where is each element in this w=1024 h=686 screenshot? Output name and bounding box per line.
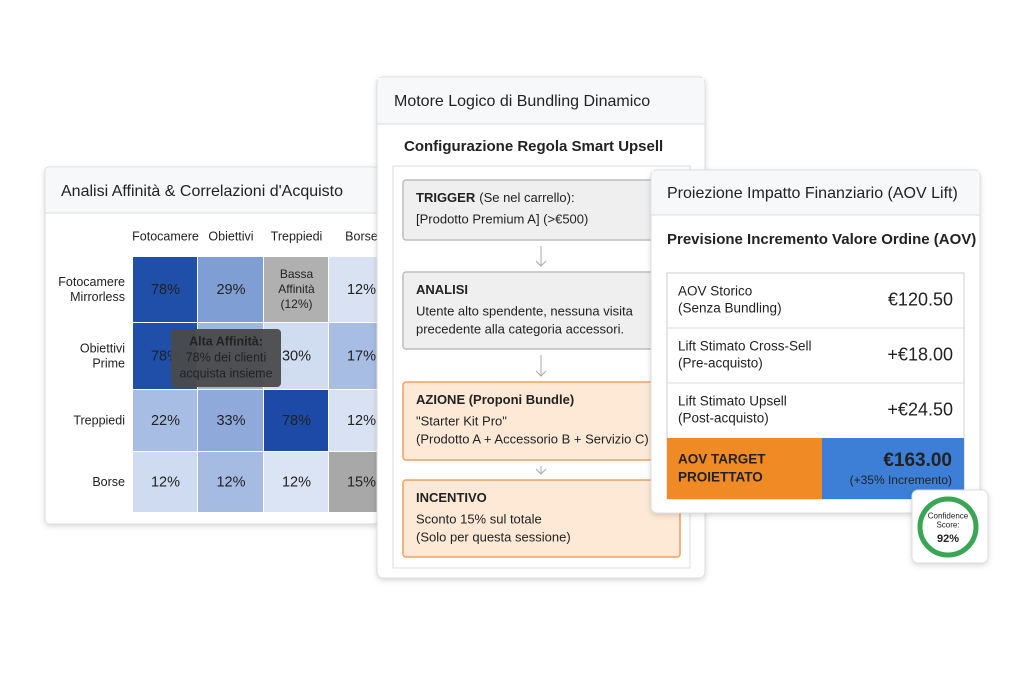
- impact-card: Proiezione Impatto Finanziario (AOV Lift…: [650, 169, 981, 514]
- step-note: (Se nel carrello):: [479, 190, 574, 205]
- step-title: AZIONE (Proponi Bundle): [416, 392, 574, 407]
- tooltip-text: acquista insieme: [179, 366, 272, 380]
- confidence-label: Score:: [936, 521, 959, 530]
- target-label-bg: [667, 438, 822, 499]
- step-line: [Prodotto Premium A] (>€500): [416, 211, 588, 226]
- tooltip-text: Alta Affinità:: [189, 334, 263, 348]
- tooltip: [171, 329, 281, 387]
- cell-value: 12%: [347, 413, 376, 429]
- card-header: [652, 171, 979, 215]
- column-label: Obiettivi: [208, 229, 253, 243]
- step-line: Sconto 15% sul totale: [416, 511, 542, 526]
- step-title: ANALISI: [416, 282, 468, 297]
- cell-value: 17%: [347, 348, 376, 364]
- row-label: Fotocamere: [58, 275, 125, 289]
- heat-cell: [264, 257, 328, 322]
- target-note: (+35% Incremento): [850, 473, 952, 487]
- heat-cell: [198, 452, 263, 512]
- step-title: TRIGGER: [416, 190, 476, 205]
- step-line: "Starter Kit Pro": [416, 413, 507, 428]
- row-label: AOV Storico: [678, 284, 752, 299]
- heat-cell: [264, 390, 328, 451]
- heat-cell: [198, 390, 263, 451]
- heat-cell: [133, 390, 197, 451]
- card-subtitle: Previsione Incremento Valore Ordine (AOV…: [667, 231, 976, 248]
- step-line: precedente alla categoria accessori.: [416, 321, 624, 336]
- cell-value: 78%: [151, 282, 180, 298]
- heat-cell: [264, 452, 328, 512]
- row-label: Prime: [92, 356, 125, 370]
- affinity-card: Analisi Affinità & Correlazioni d'Acquis…: [44, 166, 393, 525]
- row-value: +€24.50: [887, 399, 953, 419]
- row-label: (Post-acquisto): [678, 411, 769, 426]
- row-label: Borse: [92, 475, 125, 489]
- cell-value: 29%: [216, 282, 245, 298]
- row-label: Lift Stimato Cross-Sell: [678, 339, 812, 354]
- tooltip-text: 78% dei clienti: [186, 350, 267, 364]
- row-label: Treppiedi: [73, 413, 125, 427]
- arrow-head: [535, 468, 547, 475]
- column-label: Treppiedi: [271, 229, 323, 243]
- cell-value: 30%: [282, 348, 311, 364]
- heat-cell: [133, 452, 197, 512]
- card-title: Proiezione Impatto Finanziario (AOV Lift…: [667, 185, 958, 202]
- card-header: [46, 168, 377, 213]
- target-value: €163.00: [883, 450, 952, 471]
- row-label: Obiettivi: [80, 341, 125, 355]
- heat-cell: [133, 257, 197, 322]
- target-value-bg: [822, 438, 964, 499]
- card-subtitle: Configurazione Regola Smart Upsell: [404, 138, 663, 155]
- arrow-head: [535, 370, 547, 377]
- cell-value: 33%: [216, 413, 245, 429]
- heat-cell: [198, 257, 263, 322]
- cell-value: Bassa: [280, 267, 314, 281]
- cell-value: (12%): [280, 297, 312, 311]
- cell-value: 15%: [347, 474, 376, 490]
- cell-value: 12%: [151, 474, 180, 490]
- row-value: €120.50: [888, 289, 953, 309]
- card-title: Analisi Affinità & Correlazioni d'Acquis…: [61, 183, 343, 200]
- step-heading: ANALISI: [416, 282, 468, 297]
- step-line: (Prodotto A + Accessorio B + Servizio C): [416, 431, 649, 446]
- row-label: Lift Stimato Upsell: [678, 394, 787, 409]
- step-line: (Solo per questa sessione): [416, 529, 571, 544]
- cell-value: Affinità: [278, 282, 315, 296]
- cell-value: 12%: [282, 474, 311, 490]
- cell-value: 78%: [282, 413, 311, 429]
- cell-value: 12%: [216, 474, 245, 490]
- step-box: [402, 179, 681, 241]
- step-heading: TRIGGER (Se nel carrello):: [416, 190, 575, 205]
- row-value: +€18.00: [887, 344, 953, 364]
- column-label: Fotocamere: [132, 229, 199, 243]
- step-line: Utente alto spendente, nessuna visita: [416, 303, 634, 318]
- step-heading: AZIONE (Proponi Bundle): [416, 392, 574, 407]
- card-title: Motore Logico di Bundling Dinamico: [394, 93, 650, 110]
- cell-value: 22%: [151, 413, 180, 429]
- confidence-label: Confidence: [928, 512, 969, 521]
- step-heading: INCENTIVO: [416, 490, 487, 505]
- row-label: Mirrorless: [70, 290, 125, 304]
- step-title: INCENTIVO: [416, 490, 487, 505]
- target-label: AOV TARGET: [678, 452, 766, 467]
- row-label: (Pre-acquisto): [678, 356, 763, 371]
- rule-card: Motore Logico di Bundling Dinamico Confi…: [376, 76, 706, 579]
- confidence-value: 92%: [937, 533, 959, 545]
- target-label: PROIETTATO: [678, 470, 763, 485]
- column-label: Borse: [345, 229, 378, 243]
- cell-value: 12%: [347, 282, 376, 298]
- row-label: (Senza Bundling): [678, 301, 782, 316]
- step-box: [402, 479, 681, 558]
- arrow-head: [535, 260, 547, 267]
- confidence-ring: [917, 496, 979, 558]
- card-header: [378, 78, 704, 124]
